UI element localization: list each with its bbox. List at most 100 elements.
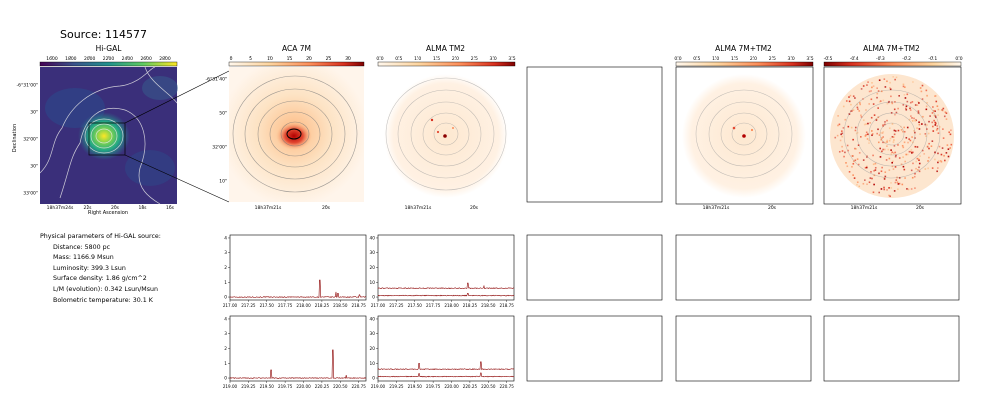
colorbar-tick: 2800 (159, 56, 171, 62)
param-distance: Distance: 5800 pc (53, 243, 111, 251)
y-tick-label: 30 (370, 331, 376, 337)
y-tick-label: -6°31'00" (17, 83, 39, 89)
colorbar-tick: -0.4 (850, 56, 859, 62)
x-tick-label: 18h37m21s (703, 205, 730, 211)
spectrum-tm2-upper: 0 10 20 30 40 217.00 217.25 217.50 217.75 218.00 2… (370, 234, 515, 308)
alma7mtm2b-panel: -0.5 -0.4 -0.3 -0.2 -0.1 0.0 18h37m21s 20s (823, 56, 963, 211)
higal-xlabel: Right Ascension (88, 210, 128, 216)
y-tick-label: 32'00" (212, 145, 227, 151)
aca7m-title: ACA 7M (282, 44, 311, 53)
x-tick-label: 218.00 (444, 303, 459, 308)
spectrum-line (229, 279, 367, 298)
y-tick-label: 1 (224, 280, 227, 286)
colorbar-tick: 1.0 (712, 56, 719, 62)
higal-ylabel: Declination (12, 124, 18, 152)
colorbar-tick: -0.2 (902, 56, 911, 62)
alma7mtm2b-title: ALMA 7M+TM2 (863, 44, 920, 53)
x-tick-label: 219.25 (241, 384, 256, 389)
aca7m-colorbar (228, 61, 365, 67)
y-tick-label: 3 (224, 250, 227, 256)
x-tick-label: 220.00 (444, 384, 459, 389)
x-tick-label: 218.25 (315, 303, 330, 308)
colorbar-tick: 10 (267, 56, 273, 62)
y-tick-label: 40 (370, 235, 376, 241)
x-tick-label: 217.00 (371, 303, 386, 308)
y-tick-label: 40 (370, 316, 376, 322)
spectrum-aca-lower: 0 1 2 3 4 219.00 219.25 219.50 219.75 220.00 220.2… (223, 315, 367, 389)
x-tick-label: 20s (111, 205, 120, 211)
colorbar-tick: 3.5 (806, 56, 813, 62)
x-tick-label: 22s (83, 205, 92, 211)
x-tick-label: 18h37m21s (851, 205, 878, 211)
colorbar-tick: 0.0 (376, 56, 383, 62)
colorbar-tick: 2.0 (750, 56, 757, 62)
x-tick-label: 217.50 (260, 303, 275, 308)
x-tick-label: 218.75 (351, 303, 366, 308)
colorbar-tick: -0.1 (928, 56, 937, 62)
x-tick-label: 18h37m21s (255, 205, 282, 211)
x-tick-label: 219.75 (278, 384, 293, 389)
spectrum-tm2-lower: 0 10 20 30 40 219.00 219.25 219.50 219.75 220.00 2… (370, 315, 515, 389)
params-block: Physical parameters of Hi-GAL source: Di… (40, 232, 161, 306)
param-tbol: Bolometric temperature: 30.1 K (53, 296, 153, 304)
higal-panel: 1600 1800 2000 2200 2400 2600 2800 -6°31'00" 30… (12, 56, 230, 216)
colorbar-tick: 1.5 (433, 56, 440, 62)
x-tick-label: 220.50 (481, 384, 496, 389)
empty-spectra-right (675, 234, 960, 382)
param-mass: Mass: 1166.9 Msun (53, 254, 114, 262)
colorbar-tick: 2000 (84, 56, 96, 62)
colorbar-tick: 3.5 (508, 56, 515, 62)
spectrum-line (377, 282, 515, 290)
y-tick-label: 4 (224, 235, 227, 241)
x-tick-label: 218.75 (499, 303, 514, 308)
spectrum-line (229, 349, 367, 379)
x-tick-label: 219.25 (389, 384, 404, 389)
colorbar-tick: 15 (287, 56, 293, 62)
x-tick-label: 218.00 (296, 303, 311, 308)
colorbar-tick: 2600 (140, 56, 152, 62)
y-tick-label: 10" (219, 179, 227, 185)
x-tick-label: 219.00 (223, 384, 238, 389)
x-tick-label: 217.25 (389, 303, 404, 308)
colorbar-tick: 2400 (122, 56, 134, 62)
colorbar-tick: 3.0 (490, 56, 497, 62)
colorbar-tick: 2.5 (471, 56, 478, 62)
colorbar-tick: 0.5 (395, 56, 402, 62)
x-tick-label: 20s (322, 205, 331, 211)
spectrum-line (377, 361, 515, 371)
x-tick-label: 217.75 (278, 303, 293, 308)
y-tick-label: 0 (224, 295, 227, 301)
y-tick-label: 50" (219, 111, 227, 117)
x-tick-label: 219.75 (426, 384, 441, 389)
colorbar-tick: 0 (230, 56, 233, 62)
y-tick-label: 32'00" (23, 137, 38, 143)
empty-spectrum-upper (526, 234, 663, 301)
source-title: Source: 114577 (60, 28, 147, 41)
spectrum-frame (377, 234, 515, 301)
y-tick-label: 0 (372, 295, 375, 301)
higal-title: Hi-GAL (95, 44, 122, 53)
alma7mtm2b-colorbar (823, 61, 962, 67)
colorbar-tick: 20 (306, 56, 312, 62)
x-tick-label: 218.50 (481, 303, 496, 308)
a7-spectrum-lower (675, 315, 812, 382)
x-tick-label: 220.75 (499, 384, 514, 389)
x-tick-label: 16s (166, 205, 175, 211)
spectrum-frame (377, 315, 515, 382)
param-lm: L/M (evolution): 0.342 Lsun/Msun (53, 285, 158, 293)
x-tick-label: 220.75 (351, 384, 366, 389)
colorbar-tick: 2200 (103, 56, 115, 62)
a7-spectrum-upper (675, 234, 812, 301)
y-tick-label: 33'00" (23, 191, 38, 197)
y-tick-label: 0 (372, 376, 375, 382)
almatm2-title: ALMA TM2 (425, 44, 466, 53)
colorbar-tick: -0.5 (824, 56, 833, 62)
colorbar-tick: 2.5 (769, 56, 776, 62)
colorbar-tick: 1800 (65, 56, 77, 62)
spectrum-line (377, 372, 515, 378)
spectrum-frame (229, 315, 367, 382)
x-tick-label: 217.50 (408, 303, 423, 308)
x-tick-label: 220.25 (315, 384, 330, 389)
x-tick-label: 220.25 (463, 384, 478, 389)
